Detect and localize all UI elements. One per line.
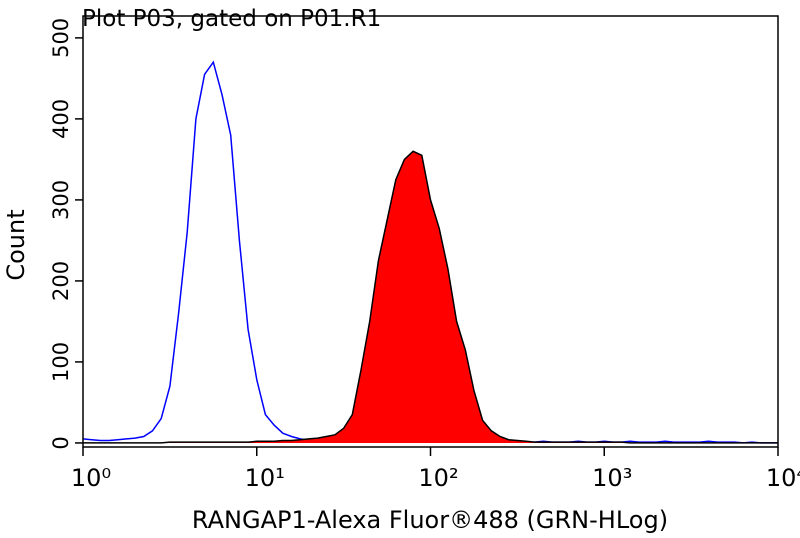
y-tick-label: 100 [49,342,73,382]
y-tick-label: 500 [49,18,73,58]
x-tick-label: 10⁰ [71,464,111,492]
y-tick-label: 300 [49,180,73,220]
y-tick-label: 400 [49,99,73,139]
y-axis-label: Count [2,209,30,280]
chart-title: Plot P03, gated on P01.R1 [82,6,381,32]
y-tick-label: 0 [49,436,73,449]
x-tick-label: 10³ [592,464,632,492]
area-outline [83,150,778,444]
x-tick-label: 10² [418,464,458,492]
x-tick-label: 10¹ [245,464,285,492]
area-fill [83,151,778,443]
y-tick-label: 200 [49,261,73,301]
x-axis-label: RANGAP1-Alexa Fluor®488 (GRN-HLog) [192,506,668,534]
x-tick-label: 10⁴ [766,464,800,492]
